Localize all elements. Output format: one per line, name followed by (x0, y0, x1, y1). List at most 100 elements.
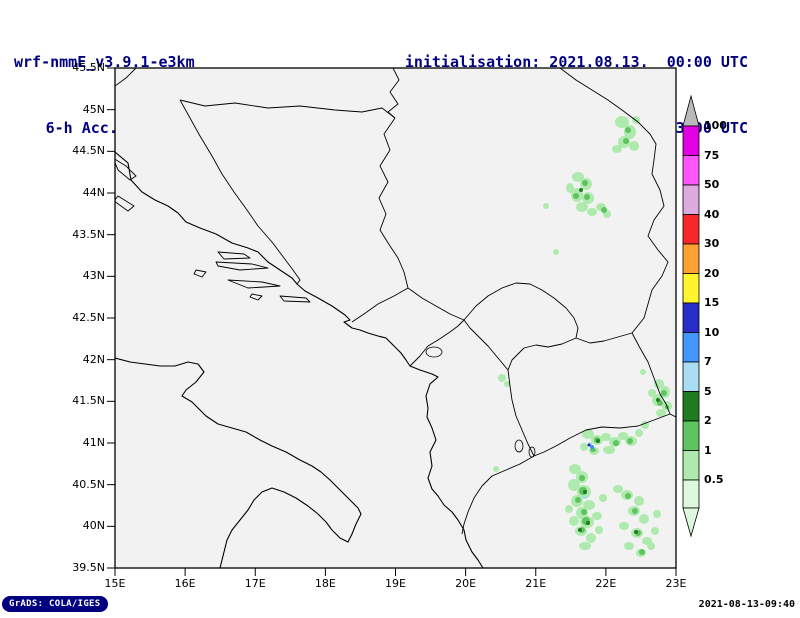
precip-blob (582, 429, 594, 439)
precip-blob (576, 202, 588, 212)
country-border (351, 287, 409, 323)
axis-ticks (107, 67, 677, 576)
colorbar-value-label: 50 (704, 178, 720, 191)
precip-blob (583, 490, 587, 494)
precip-blob (543, 203, 549, 209)
colorbar-value-label: 0.5 (704, 473, 724, 486)
precip-blob (653, 510, 661, 518)
grads-credit-badge: GrADS: COLA/IGES (2, 596, 108, 612)
coastline-adriatic-east (115, 151, 484, 568)
lat-tick-label: 41N (82, 436, 105, 449)
colorbar-segment (682, 361, 700, 392)
precip-blob (656, 398, 660, 402)
precip-blob (498, 374, 506, 382)
lon-tick-label: 19E (385, 577, 406, 590)
coastline-italy (115, 357, 362, 568)
lat-tick-label: 42N (82, 352, 105, 366)
precip-blob (569, 464, 581, 474)
precip-blob (584, 194, 590, 200)
colorbar-value-label: 100 (704, 119, 727, 132)
country-border (631, 173, 669, 334)
country-border (115, 68, 137, 87)
lake-outline (528, 446, 536, 458)
precip-blob (504, 381, 510, 387)
precip-blob (603, 446, 615, 454)
lat-tick-label: 45.5N (72, 61, 105, 74)
colorbar-segment (682, 214, 700, 245)
precip-blob (613, 440, 619, 446)
precip-blob (592, 512, 602, 520)
init-time-line: initialisation: 2021.08.13. 00:00 UTC (405, 51, 748, 73)
precip-blob (569, 516, 579, 526)
precip-blob (566, 183, 574, 193)
precip-blob (580, 443, 588, 451)
precip-blob (639, 514, 649, 524)
island-outline (193, 269, 207, 278)
precip-blob (579, 542, 591, 550)
colorbar-value-label: 5 (704, 384, 712, 398)
lakes-layer (425, 346, 536, 458)
lat-tick-label: 44.5N (72, 144, 105, 158)
country-border (409, 319, 465, 367)
colorbar-segment (682, 420, 700, 451)
lon-tick-label: 17E (244, 577, 266, 590)
country-border (387, 68, 400, 119)
colorbar-value-label: 1 (704, 443, 712, 457)
lat-tick-label: 39.5N (72, 561, 105, 574)
precip-blob (654, 379, 664, 389)
lat-tick-label: 40.5N (72, 477, 105, 491)
precip-blob (583, 495, 587, 499)
init-label: initialisation: (404, 53, 541, 71)
colorbar-segment (682, 302, 700, 333)
precip-blob (615, 116, 629, 128)
lat-tick-label: 45N (82, 102, 105, 116)
precip-blob (493, 466, 499, 472)
precip-blob (640, 369, 646, 375)
lake-outline (425, 346, 443, 358)
precip-blob (578, 528, 582, 532)
colorbar (682, 94, 700, 538)
borders-layer (115, 68, 676, 535)
precip-blob (601, 433, 611, 441)
country-border (461, 455, 535, 535)
precip-blob (661, 390, 667, 396)
model-name: wrf-nmmE_v3.9.1-e3km (14, 53, 195, 71)
precip-blob (618, 432, 628, 440)
init-value: 2021.08.13. 00:00 UTC (540, 53, 748, 71)
lon-tick-label: 20E (455, 577, 477, 590)
precip-blob (648, 389, 656, 397)
country-border (533, 413, 671, 457)
precip-blob (582, 180, 588, 186)
precip-blob (634, 530, 638, 534)
precip-blob (634, 496, 644, 506)
colorbar-segment (682, 125, 700, 156)
precip-blob (629, 141, 639, 151)
colorbar-value-label: 30 (704, 237, 720, 250)
lat-tick-label: 43N (82, 269, 105, 283)
colorbar-segment (682, 155, 700, 186)
island-outline (227, 279, 281, 289)
country-border (407, 287, 465, 321)
country-border (378, 117, 409, 289)
colorbar-segment (682, 332, 700, 363)
precip-blob (590, 445, 594, 449)
precip-blob (586, 521, 590, 525)
island-outline (115, 158, 137, 181)
precip-shading-layer (493, 116, 672, 557)
colorbar-value-label: 75 (704, 148, 720, 162)
precip-blob (601, 207, 607, 213)
precip-blob (572, 172, 584, 182)
island-outline (217, 251, 251, 260)
lon-tick-label: 22E (595, 577, 617, 590)
colorbar-segment (682, 243, 700, 274)
precip-blob (599, 494, 607, 502)
lon-tick-label: 23E (665, 577, 687, 590)
lon-tick-label: 18E (314, 577, 336, 590)
precip-blob (573, 193, 579, 199)
precip-blob (627, 438, 633, 444)
precip-blob (624, 542, 634, 550)
precip-blob (612, 145, 622, 153)
precip-blob (619, 522, 629, 530)
lat-tick-label: 40N (82, 519, 105, 533)
colorbar-segment (682, 450, 700, 481)
